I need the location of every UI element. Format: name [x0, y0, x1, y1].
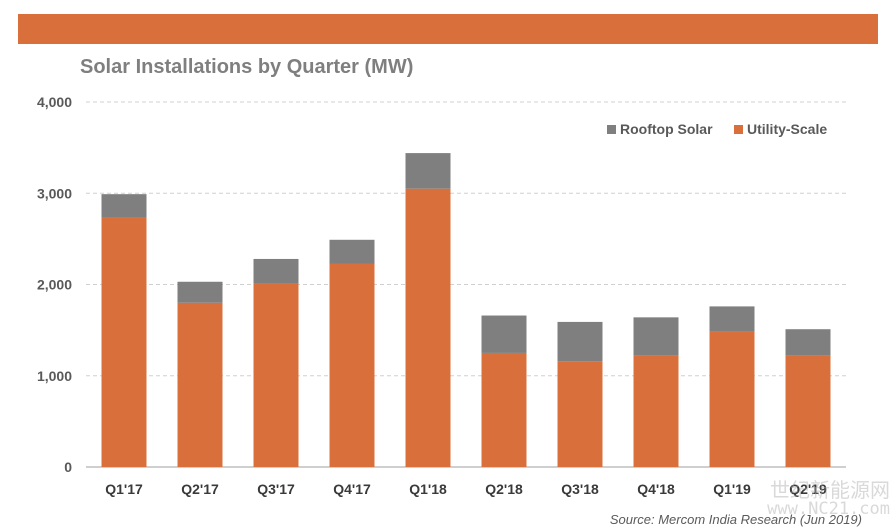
y-tick-label: 2,000: [37, 277, 72, 293]
bar-utility-scale: [481, 352, 527, 467]
y-tick-label: 1,000: [37, 368, 72, 384]
legend: Rooftop Solar Utility-Scale: [607, 121, 827, 137]
x-tick-label: Q2'18: [485, 481, 523, 497]
x-tick-label: Q2'19: [789, 481, 827, 497]
chart-title: Solar Installations by Quarter (MW): [80, 56, 414, 78]
bar-utility-scale: [329, 263, 375, 467]
bar-rooftop-solar: [633, 317, 679, 356]
y-tick-label: 3,000: [37, 185, 72, 201]
x-tick-label: Q3'17: [257, 481, 295, 497]
watermark: 世纪新能源网 www.NC21.com: [740, 480, 890, 528]
legend-swatch: [607, 125, 616, 134]
x-tick-label: Q4'18: [637, 481, 675, 497]
bar-utility-scale: [405, 188, 451, 467]
legend-label: Utility-Scale: [747, 121, 827, 137]
bar-rooftop-solar: [177, 281, 223, 303]
x-tick-label: Q4'17: [333, 481, 371, 497]
bar-rooftop-solar: [481, 315, 527, 353]
x-tick-label: Q1'17: [105, 481, 143, 497]
bar-utility-scale: [101, 217, 147, 467]
x-tick-label: Q3'18: [561, 481, 599, 497]
bar-utility-scale: [709, 331, 755, 467]
bar-utility-scale: [785, 355, 831, 467]
x-tick-label: Q2'17: [181, 481, 219, 497]
y-tick-label: 0: [64, 459, 72, 475]
bar-rooftop-solar: [101, 194, 147, 218]
x-tick-label: Q1'19: [713, 481, 751, 497]
bar-rooftop-solar: [329, 239, 375, 264]
bars: [101, 153, 831, 467]
tick-labels: 0 1,000 2,000 3,000 4,000 Q1'17 Q2'17 Q3'17 Q4'1…: [37, 94, 827, 497]
bar-utility-scale: [557, 361, 603, 467]
bar-utility-scale: [253, 283, 299, 467]
legend-label: Rooftop Solar: [620, 121, 713, 137]
bar-rooftop-solar: [785, 329, 831, 356]
bar-rooftop-solar: [557, 321, 603, 362]
watermark-line1: 世纪新能源网: [770, 478, 890, 502]
header-band: [18, 14, 878, 44]
bar-rooftop-solar: [405, 153, 451, 189]
x-tick-label: Q1'18: [409, 481, 447, 497]
bar-rooftop-solar: [253, 258, 299, 284]
watermark-line2: www.NC21.com: [767, 499, 890, 519]
source-note: Source: Mercom India Research (Jun 2019): [609, 512, 862, 527]
bar-utility-scale: [177, 302, 223, 467]
legend-swatch: [734, 125, 743, 134]
bar-utility-scale: [633, 355, 679, 467]
y-tick-label: 4,000: [37, 94, 72, 110]
bar-rooftop-solar: [709, 306, 755, 332]
